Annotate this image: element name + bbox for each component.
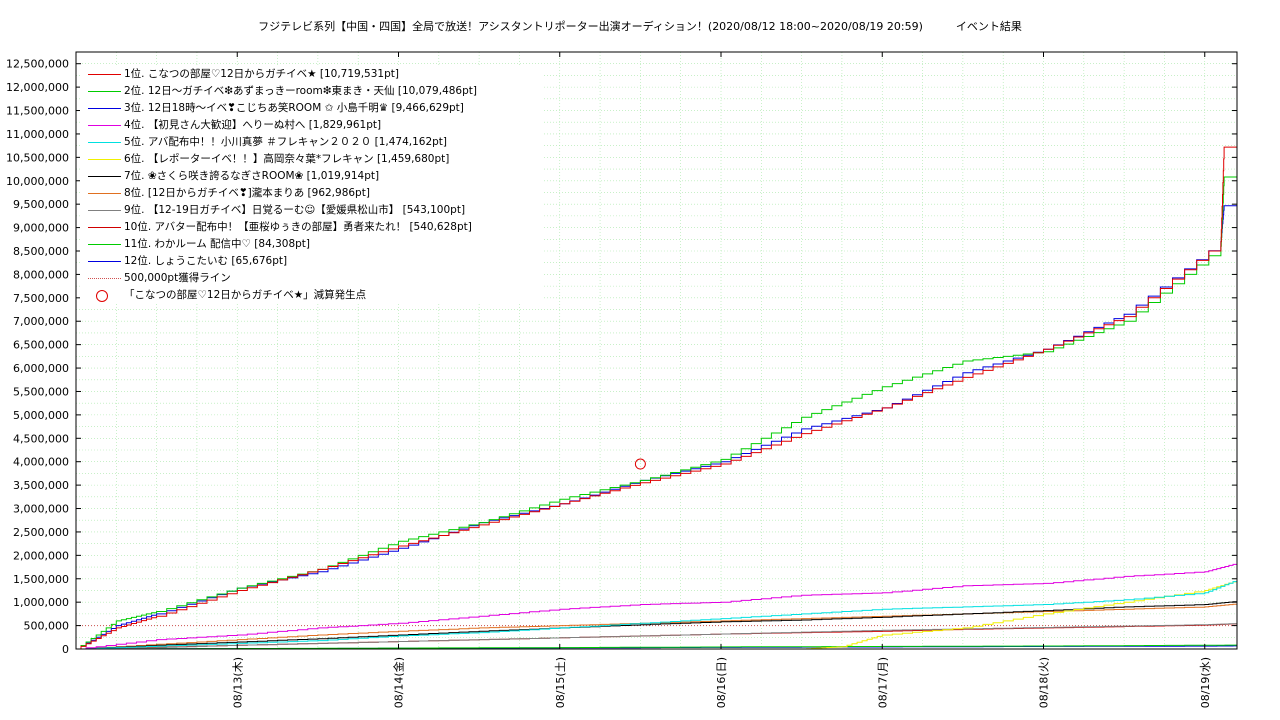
x-tick-label: 08/14(金) — [392, 657, 406, 708]
legend-swatch — [88, 278, 121, 279]
legend-label: 2位. 12日～ガチイベ❇あずまっきーroom❇東まき・天仙 [10,079,4… — [124, 85, 477, 97]
x-tick-label: 08/13(木) — [231, 657, 244, 708]
legend-label: 1位. こなつの部屋♡12日からガチイベ★ [10,719,531pt] — [124, 68, 399, 80]
y-tick-label: 6,000,000 — [13, 362, 69, 375]
y-tick-label: 2,500,000 — [13, 526, 69, 539]
y-tick-label: 4,000,000 — [13, 456, 69, 469]
legend-label: 7位. ❀さくら咲き誇るなぎさROOM❀ [1,019,914pt] — [124, 170, 380, 182]
y-tick-label: 10,500,000 — [6, 151, 69, 164]
series-line-8 — [76, 603, 1238, 650]
legend-swatch — [88, 159, 121, 160]
y-tick-label: 10,000,000 — [6, 175, 69, 188]
y-tick-label: 1,500,000 — [13, 573, 69, 586]
y-tick-label: 12,000,000 — [6, 81, 69, 94]
x-tick-label: 08/15(土) — [554, 657, 567, 708]
legend-item-10: 10位. アバター配布中！【亜桜ゆぅきの部屋】勇者来たれ！ [540,628pt… — [80, 219, 544, 236]
y-tick-label: 3,000,000 — [13, 503, 69, 516]
legend-item-2: 2位. 12日～ガチイベ❇あずまっきーroom❇東まき・天仙 [10,079,4… — [80, 83, 544, 100]
y-tick-label: 8,500,000 — [13, 245, 69, 258]
legend-item-5: 5位. アバ配布中！！小川真夢 ＃フレキャン２０２０ [1,474,162pt] — [80, 134, 544, 151]
legend-swatch — [88, 227, 121, 228]
y-tick-label: 7,000,000 — [13, 315, 69, 328]
y-tick-label: 5,000,000 — [13, 409, 69, 422]
legend-swatch — [88, 125, 121, 126]
legend-label: 10位. アバター配布中！【亜桜ゆぅきの部屋】勇者来たれ！ [540,628pt… — [124, 221, 472, 233]
y-tick-label: 0 — [62, 643, 69, 656]
legend: 1位. こなつの部屋♡12日からガチイベ★ [10,719,531pt] 2位. … — [80, 66, 544, 304]
marker-layer — [634, 458, 646, 470]
legend-item-12: 12位. しょうこたいむ [65,676pt] — [80, 253, 544, 270]
legend-item-3: 3位. 12日18時～イベ❣こじちあ笑ROOM ✩ 小島千明♛ [9,466,6… — [80, 100, 544, 117]
legend-label: 500,000pt獲得ライン — [124, 272, 231, 284]
legend-item-11: 11位. わかルーム 配信中♡ [84,308pt] — [80, 236, 544, 253]
legend-item-1: 1位. こなつの部屋♡12日からガチイベ★ [10,719,531pt] — [80, 66, 544, 83]
chart-title: フジテレビ系列【中国・四国】全局で放送！アシスタントリポーター出演オーディション… — [258, 20, 1022, 33]
legend-swatch — [88, 244, 121, 245]
legend-label: 「こなつの部屋♡12日からガチイベ★」減算発生点 — [124, 289, 367, 301]
y-axis: 0 500,000 1,000,000 1,500,000 2,000,000 2,500… — [6, 58, 1237, 656]
legend-item-7: 7位. ❀さくら咲き誇るなぎさROOM❀ [1,019,914pt] — [80, 168, 544, 185]
x-tick-label: 08/17(月) — [876, 657, 889, 708]
x-tick-label: 08/18(火) — [1038, 657, 1051, 708]
legend-item-4: 4位. 【初見さん大歓迎】へりーぬ村へ [1,829,961pt] — [80, 117, 544, 134]
y-tick-label: 12,500,000 — [6, 58, 69, 71]
legend-item-9: 9位. 【12-19日ガチイベ】日覚るーむ☺【愛媛県松山市】 [543,100p… — [80, 202, 544, 219]
plot-frame — [75, 51, 1238, 650]
y-tick-label: 500,000 — [24, 620, 70, 633]
legend-label: 11位. わかルーム 配信中♡ [84,308pt] — [124, 238, 311, 250]
legend-item-6: 6位. 【レポーターイベ！！】高岡奈々葉*フレキャン [1,459,680pt] — [80, 151, 544, 168]
legend-item-reference: 500,000pt獲得ライン — [80, 270, 544, 287]
series-line-9 — [76, 623, 1238, 650]
legend-swatch — [88, 108, 121, 109]
legend-swatch — [88, 193, 121, 194]
legend-marker-swatch — [96, 290, 108, 302]
series-line-11 — [76, 644, 1237, 650]
legend-label: 8位. [12日からガチイベ❣]瀧本まりあ [962,986pt] — [124, 187, 370, 199]
y-tick-label: 7,500,000 — [13, 292, 69, 305]
y-tick-label: 6,500,000 — [13, 339, 69, 352]
legend-item-8: 8位. [12日からガチイベ❣]瀧本まりあ [962,986pt] — [80, 185, 544, 202]
y-tick-label: 3,500,000 — [13, 479, 69, 492]
series-line-5 — [76, 580, 1238, 650]
legend-label: 4位. 【初見さん大歓迎】へりーぬ村へ [1,829,961pt] — [124, 119, 382, 131]
y-tick-label: 4,500,000 — [13, 432, 69, 445]
y-tick-label: 11,500,000 — [6, 105, 69, 118]
decrease-marker-1 — [634, 458, 646, 470]
legend-label: 3位. 12日18時～イベ❣こじちあ笑ROOM ✩ 小島千明♛ [9,466,6… — [124, 102, 464, 114]
legend-swatch — [88, 91, 121, 92]
legend-swatch — [88, 74, 121, 75]
legend-swatch — [88, 210, 121, 211]
legend-label: 6位. 【レポーターイベ！！】高岡奈々葉*フレキャン [1,459,680pt] — [124, 153, 450, 165]
legend-swatch — [88, 176, 121, 177]
legend-label: 9位. 【12-19日ガチイベ】日覚るーむ☺【愛媛県松山市】 [543,100p… — [124, 204, 466, 216]
legend-item-marker: 「こなつの部屋♡12日からガチイベ★」減算発生点 — [80, 287, 544, 304]
y-tick-label: 11,000,000 — [6, 128, 69, 141]
legend-swatch — [88, 142, 121, 143]
x-tick-label: 08/19(水) — [1199, 657, 1212, 708]
x-axis: 08/13(木) 08/14(金) 08/15(土) 08/16(日) 08/17(月)… — [231, 52, 1212, 708]
y-tick-label: 2,000,000 — [13, 549, 69, 562]
series-line-1 — [76, 146, 1237, 650]
y-tick-label: 5,500,000 — [13, 385, 69, 398]
y-tick-label: 1,000,000 — [13, 596, 69, 609]
y-tick-label: 9,000,000 — [13, 222, 69, 235]
legend-swatch — [88, 261, 121, 262]
legend-label: 12位. しょうこたいむ [65,676pt] — [124, 255, 288, 267]
series-line-4 — [76, 563, 1238, 650]
y-tick-label: 8,000,000 — [13, 268, 69, 281]
y-tick-label: 9,500,000 — [13, 198, 69, 211]
x-tick-label: 08/16(日) — [715, 657, 728, 708]
legend-label: 5位. アバ配布中！！小川真夢 ＃フレキャン２０２０ [1,474,162pt] — [124, 136, 448, 148]
